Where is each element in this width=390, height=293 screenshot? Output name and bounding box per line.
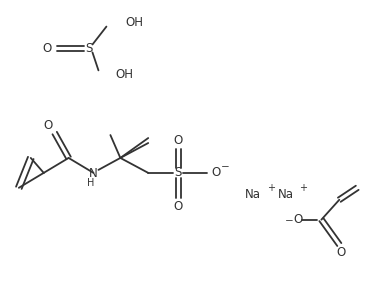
Text: N: N bbox=[89, 167, 98, 180]
Text: O: O bbox=[337, 246, 346, 259]
Text: −: − bbox=[285, 216, 294, 226]
Text: O: O bbox=[42, 42, 51, 55]
Text: O: O bbox=[211, 166, 220, 179]
Text: +: + bbox=[267, 183, 275, 193]
Text: O: O bbox=[174, 134, 183, 146]
Text: O: O bbox=[293, 213, 302, 226]
Text: OH: OH bbox=[115, 68, 133, 81]
Text: Na: Na bbox=[278, 188, 294, 201]
Text: O: O bbox=[174, 200, 183, 213]
Text: O: O bbox=[43, 119, 52, 132]
Text: OH: OH bbox=[125, 16, 144, 29]
Text: S: S bbox=[85, 42, 92, 55]
Text: Na: Na bbox=[245, 188, 261, 201]
Text: H: H bbox=[87, 178, 94, 188]
Text: +: + bbox=[300, 183, 307, 193]
Text: −: − bbox=[220, 162, 229, 172]
Text: S: S bbox=[174, 166, 182, 179]
